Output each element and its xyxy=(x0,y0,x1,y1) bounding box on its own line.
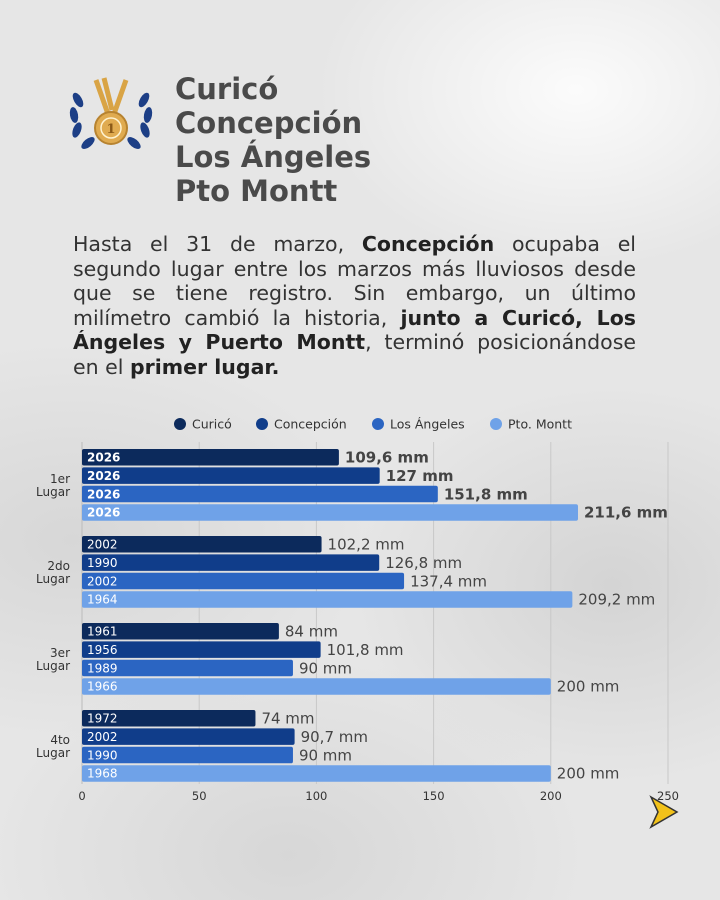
category-label: 1er xyxy=(50,472,70,486)
title-line: Los Ángeles xyxy=(175,140,372,174)
bar-value-label: 74 mm xyxy=(261,710,314,728)
bar-value-label: 209,2 mm xyxy=(578,591,655,609)
bar-value-label: 90 mm xyxy=(299,659,352,677)
category-label: Lugar xyxy=(36,659,70,673)
bar-value-label: 200 mm xyxy=(557,678,620,696)
bar-year-label: 2002 xyxy=(87,574,118,588)
bar-value-label: 90,7 mm xyxy=(301,728,368,746)
bar-year-label: 1972 xyxy=(87,712,118,726)
bar xyxy=(82,536,322,553)
title-line: Pto Montt xyxy=(175,174,338,208)
legend-dot xyxy=(490,418,502,430)
text: , terminó posicionándose en el xyxy=(73,330,636,379)
bar xyxy=(82,746,293,764)
bar xyxy=(82,678,551,695)
bar xyxy=(82,485,438,503)
bar xyxy=(82,765,551,782)
category-label: Lugar xyxy=(36,485,70,499)
x-tick-label: 150 xyxy=(423,789,445,803)
bar-year-label: 1966 xyxy=(87,680,118,694)
bar-value-label: 211,6 mm xyxy=(584,504,668,522)
bar-value-label: 102,2 mm xyxy=(328,536,405,554)
bold-text: Concepción xyxy=(361,232,495,256)
bar-value-label: 90 mm xyxy=(299,746,352,764)
page-title: Curicó Concepción Los Ángeles Pto Montt xyxy=(175,72,371,208)
x-tick-label: 0 xyxy=(78,789,85,803)
bar-year-label: 1990 xyxy=(87,748,118,762)
bar xyxy=(82,449,339,466)
legend-dot xyxy=(372,418,384,430)
bar xyxy=(82,623,279,640)
bar-year-label: 1990 xyxy=(87,556,118,570)
bar-year-label: 1961 xyxy=(87,625,118,639)
legend-label: Pto. Montt xyxy=(508,417,572,432)
bar-year-label: 2026 xyxy=(87,506,120,520)
bar-value-label: 127 mm xyxy=(386,467,454,485)
bar-value-label: 84 mm xyxy=(285,623,338,641)
legend-dot xyxy=(174,418,186,430)
bar xyxy=(82,467,380,484)
bold-text: primer lugar. xyxy=(129,354,280,379)
bar-value-label: 151,8 mm xyxy=(444,485,528,503)
category-label: 3er xyxy=(50,646,70,660)
title-line: Curicó xyxy=(175,72,279,106)
legend-label: Concepción xyxy=(274,417,347,432)
bar-year-label: 1964 xyxy=(87,593,118,607)
x-tick-label: 100 xyxy=(305,789,327,803)
title-line: Concepción xyxy=(175,106,363,140)
bar-value-label: 137,4 mm xyxy=(410,572,487,590)
x-tick-label: 50 xyxy=(192,789,207,803)
bar xyxy=(82,504,578,521)
bar-year-label: 1956 xyxy=(87,643,118,657)
bar-year-label: 2026 xyxy=(87,487,120,501)
legend-label: Los Ángeles xyxy=(390,417,465,432)
rainfall-bar-chart: Curicó Concepción Los Ángeles Pto. Montt 0 50… xyxy=(36,417,679,804)
next-arrow-icon[interactable] xyxy=(648,795,680,829)
legend-label: Curicó xyxy=(192,417,232,432)
x-tick-label: 200 xyxy=(540,789,562,803)
bar-year-label: 2002 xyxy=(87,730,118,744)
category-label: Lugar xyxy=(36,572,70,586)
bar-value-label: 101,8 mm xyxy=(327,641,404,659)
text: ocupaba el segundo lugar entre los marzo… xyxy=(73,232,636,330)
bar xyxy=(82,591,573,608)
medal-laurel-logo: 1 xyxy=(69,77,153,149)
text: Hasta el 31 de marzo, xyxy=(73,232,362,256)
svg-text:1: 1 xyxy=(106,122,115,137)
bar-year-label: 2026 xyxy=(87,451,120,465)
x-tick-label: 250 xyxy=(657,789,679,803)
bar xyxy=(82,641,321,658)
bar-year-label: 1989 xyxy=(87,661,118,675)
bar-year-label: 1968 xyxy=(87,767,118,781)
category-label: 2do xyxy=(47,559,70,573)
bar-value-label: 109,6 mm xyxy=(345,449,429,467)
bar-year-label: 2026 xyxy=(87,469,120,483)
bar xyxy=(82,572,405,590)
bar xyxy=(82,728,295,745)
bar-value-label: 126,8 mm xyxy=(385,554,462,572)
bar xyxy=(82,554,380,571)
bar-value-label: 200 mm xyxy=(557,765,620,783)
legend-dot xyxy=(256,418,268,430)
bar xyxy=(82,710,256,727)
bold-text: junto a Curicó, Los Ángeles y Puerto Mon… xyxy=(73,305,636,355)
bar-year-label: 2002 xyxy=(87,538,118,552)
category-label: Lugar xyxy=(36,746,70,760)
category-label: 4to xyxy=(50,733,70,747)
description-paragraph: Hasta el 31 de marzo, Concepción ocupaba… xyxy=(73,232,636,379)
bar xyxy=(82,659,293,677)
